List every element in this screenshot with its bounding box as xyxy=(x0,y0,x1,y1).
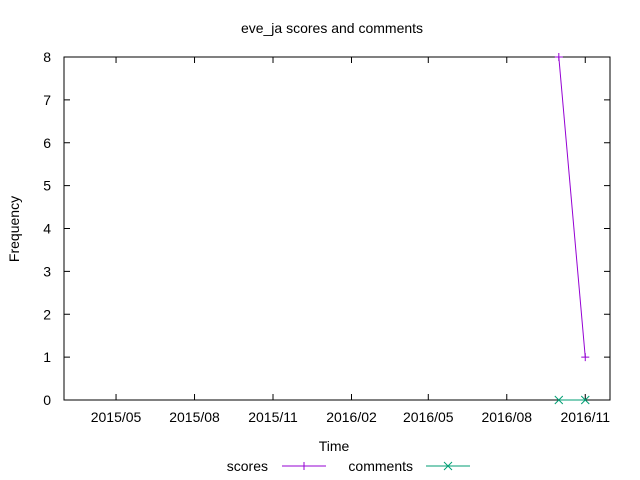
y-axis-label: Frequency xyxy=(6,196,22,262)
legend-label-scores: scores xyxy=(227,458,268,474)
x-tick-label: 2016/08 xyxy=(481,409,532,425)
y-axis: 0 1 2 3 4 5 6 7 8 xyxy=(43,49,610,408)
y-tick-label: 1 xyxy=(43,349,51,365)
y-tick-label: 8 xyxy=(43,49,51,65)
legend-label-comments: comments xyxy=(348,458,413,474)
y-tick-label: 0 xyxy=(43,392,51,408)
series-line-scores xyxy=(558,56,586,358)
legend-marker-comments-d2 xyxy=(443,461,453,471)
x-tick-label: 2015/11 xyxy=(248,409,298,425)
legend: scores comments xyxy=(227,458,470,474)
plot-frame xyxy=(63,56,611,401)
y-tick-label: 3 xyxy=(43,263,51,279)
data-point-scores xyxy=(581,353,590,362)
y-tick-label: 4 xyxy=(43,221,51,237)
chart-title: eve_ja scores and comments xyxy=(241,20,423,36)
y-tick-label: 6 xyxy=(43,135,51,151)
legend-marker-comments xyxy=(443,461,453,471)
legend-marker-scores xyxy=(300,462,308,470)
data-point-scores xyxy=(554,53,563,61)
y-tick-label: 2 xyxy=(43,306,51,322)
data-point-comments-d2 xyxy=(554,395,564,405)
x-tick-label: 2016/02 xyxy=(326,409,377,425)
x-tick-label: 2015/08 xyxy=(169,409,220,425)
data-point-comments-d2 xyxy=(580,395,590,405)
x-tick-label: 2015/05 xyxy=(91,409,142,425)
x-tick-label: 2016/05 xyxy=(403,409,454,425)
plot-border xyxy=(63,56,611,401)
data-point-comments xyxy=(554,395,564,405)
x-tick-label: 2016/11 xyxy=(560,409,610,425)
y-tick-label: 5 xyxy=(43,178,51,194)
series-layer xyxy=(554,53,590,405)
data-point-comments xyxy=(580,395,590,405)
x-axis: 2015/05 2015/08 2015/11 2016/02 2016/05 2016/… xyxy=(91,57,610,425)
x-axis-label: Time xyxy=(319,438,350,454)
y-tick-label: 7 xyxy=(43,92,51,108)
